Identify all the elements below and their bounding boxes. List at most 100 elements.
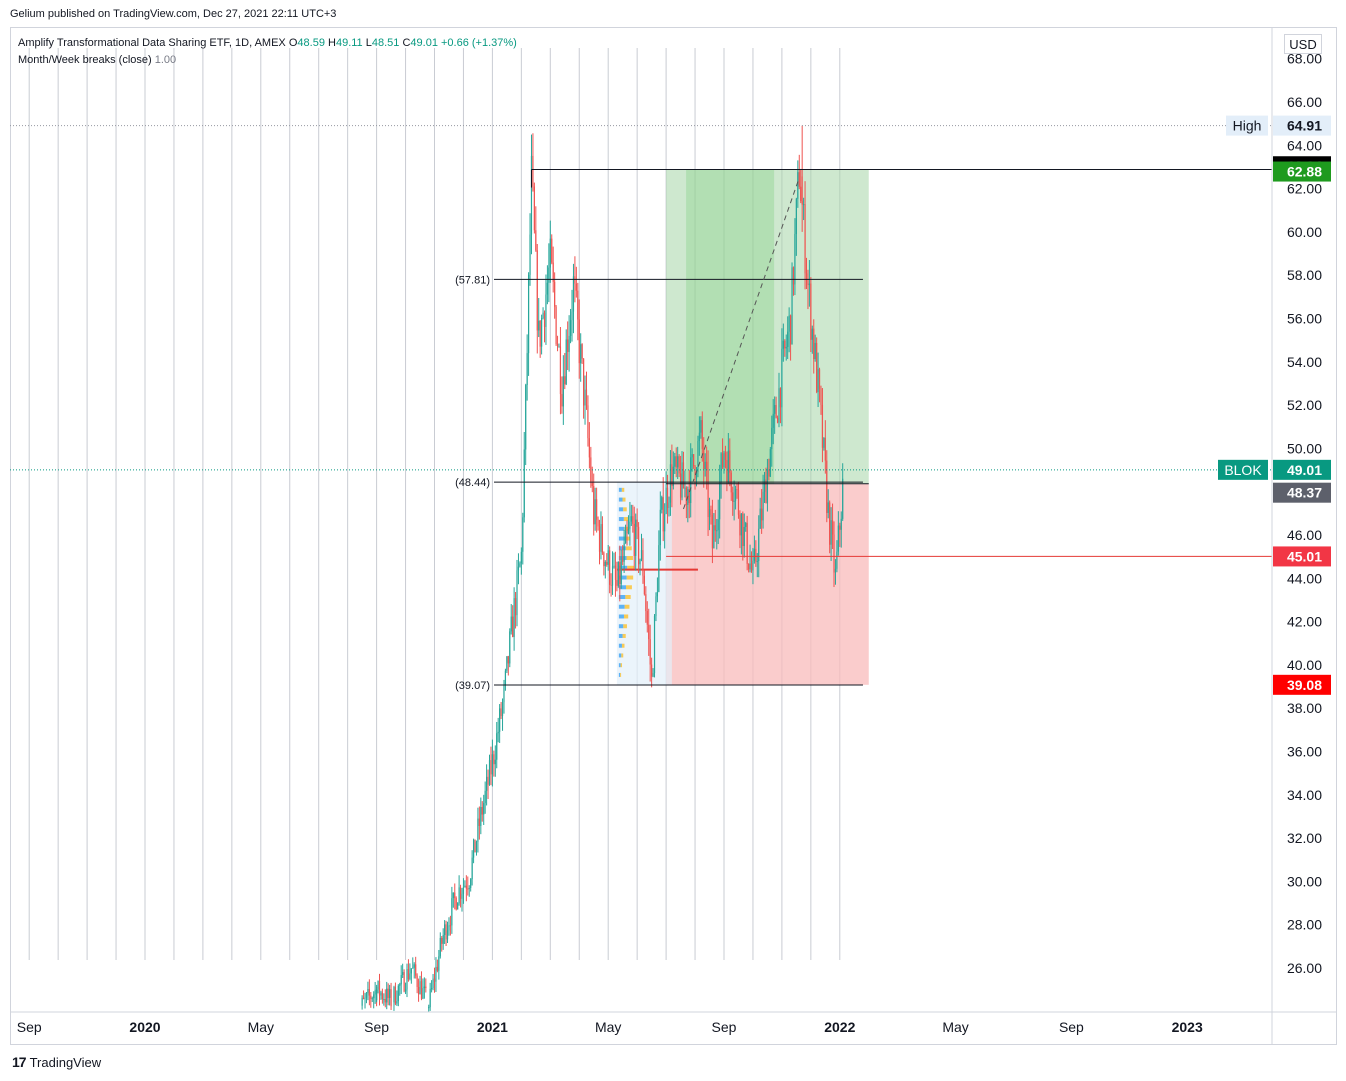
candle-body	[417, 986, 420, 995]
candle-body	[542, 312, 544, 319]
target-price-tag: 62.88	[1287, 164, 1322, 180]
ticker-tag-label-bg	[1218, 459, 1268, 480]
profile-bar-up	[618, 507, 624, 512]
candle-body	[377, 981, 379, 990]
candle-body	[792, 267, 795, 285]
candle-body	[623, 543, 625, 562]
candle-body	[461, 893, 463, 899]
candle-body	[472, 839, 475, 858]
profile-bar-up	[618, 663, 621, 668]
candle-body	[710, 509, 712, 515]
candle-body	[396, 1001, 398, 1004]
candle-body	[804, 204, 806, 274]
candle-body	[516, 570, 518, 616]
candle-body	[632, 516, 634, 524]
candle-body	[830, 520, 832, 545]
currency-button[interactable]: USD	[1284, 34, 1322, 54]
candle-body	[454, 892, 456, 899]
price-tags: High64.9162.9462.88BLOK49.0148.3745.0139…	[1218, 115, 1331, 695]
candle-body	[750, 563, 753, 571]
candle-body	[571, 311, 573, 321]
candle-body	[816, 342, 818, 393]
chart-frame	[10, 27, 1337, 1045]
candle-body	[797, 172, 799, 199]
candle-body	[645, 594, 647, 612]
candle-body	[794, 233, 796, 285]
candle-body	[399, 984, 401, 986]
tradingview-logo[interactable]: 17 TradingView	[12, 1054, 101, 1070]
legend-low: L48.51	[365, 37, 400, 49]
candle-body	[771, 427, 773, 450]
candle-body	[526, 353, 528, 386]
candle-body	[506, 656, 508, 671]
candle-body	[494, 759, 496, 765]
candle-body	[484, 790, 486, 804]
candle-body	[582, 358, 585, 406]
candle-body	[811, 328, 813, 340]
fib-level-label: (39.07)	[455, 680, 490, 692]
candle-body	[614, 565, 617, 580]
candle-body	[831, 520, 834, 535]
entry-price-tag: 48.37	[1287, 485, 1322, 501]
candle-body	[432, 978, 434, 989]
profile-bar-up	[618, 614, 624, 619]
profile-bar-up	[618, 633, 623, 638]
candle-body	[639, 559, 641, 565]
candle-body	[598, 526, 601, 552]
candle-body	[370, 995, 372, 999]
candle-body	[549, 238, 551, 268]
profile-bar-up	[618, 517, 624, 522]
candle-body	[626, 530, 628, 534]
candle-body	[558, 346, 560, 348]
profile-bar-up	[618, 653, 622, 658]
candle-body	[842, 478, 844, 519]
candle-body	[361, 997, 363, 1006]
y-tick-label: 66.00	[1287, 94, 1322, 110]
candle-body	[648, 624, 650, 640]
candle-body	[653, 616, 656, 674]
profile-bar-down	[625, 536, 631, 541]
candle-body	[471, 857, 473, 880]
horizontal-line-tag-bg	[1273, 546, 1331, 567]
candle-body	[519, 563, 521, 567]
candle-body	[629, 521, 631, 529]
candle-body	[441, 937, 443, 944]
profile-bar-down	[620, 663, 623, 668]
candle-body	[664, 513, 666, 532]
candle-body	[480, 806, 482, 826]
candle-body	[758, 528, 760, 562]
candle-body	[431, 988, 433, 990]
candle-body	[580, 344, 582, 364]
candle-body	[607, 550, 609, 565]
candle-body	[584, 389, 586, 406]
candle-body	[691, 454, 693, 458]
candle-body	[481, 806, 483, 815]
profile-bar-up	[618, 624, 624, 629]
candle-body	[661, 497, 663, 510]
x-tick-label: Sep	[1059, 1019, 1084, 1035]
candle-body	[839, 525, 841, 530]
profile-bar-down	[627, 565, 635, 570]
candle-body	[525, 385, 527, 450]
candle-body	[672, 466, 674, 487]
candle-body	[406, 969, 408, 990]
candle-body	[833, 534, 835, 573]
candle-body	[603, 552, 605, 567]
candle-body	[423, 986, 425, 989]
indicator-name[interactable]: Month/Week breaks (close)	[18, 54, 152, 66]
candle-body	[714, 525, 716, 531]
y-tick-label: 44.00	[1287, 570, 1322, 586]
candle-body	[496, 733, 498, 760]
legend-line-2: Month/Week breaks (close) 1.00	[18, 52, 517, 69]
y-tick-label: 60.00	[1287, 224, 1322, 240]
candle-body	[380, 992, 382, 996]
candle-body	[507, 656, 509, 664]
fib-level-label: (57.81)	[455, 274, 490, 286]
candle-body	[488, 760, 491, 785]
candle-body	[788, 315, 790, 332]
candle-body	[383, 999, 385, 1001]
candle-body	[704, 461, 706, 470]
candle-body	[559, 346, 562, 395]
candle-body	[759, 508, 761, 529]
